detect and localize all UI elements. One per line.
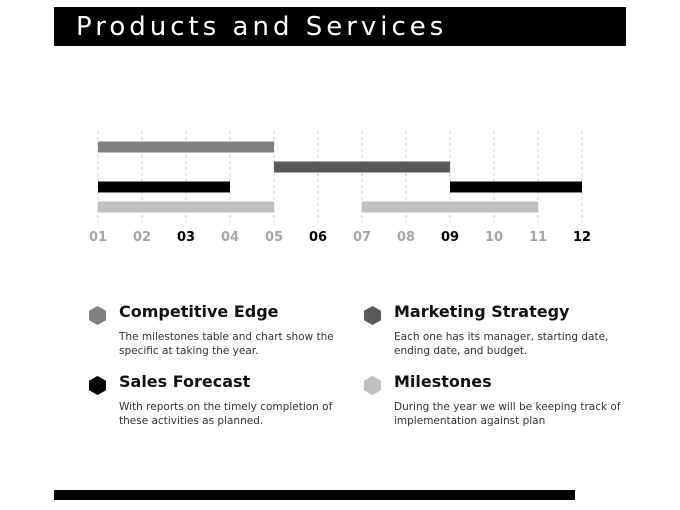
hexagon-icon: [364, 376, 381, 395]
hexagon-icon: [89, 376, 106, 395]
gantt-bar: [98, 141, 274, 153]
x-tick-label: 04: [221, 230, 239, 245]
legend-title: Marketing Strategy: [394, 302, 570, 321]
x-tick-label: 10: [485, 230, 503, 245]
hexagon-icon: [364, 306, 381, 325]
x-tick-label: 01: [89, 230, 107, 245]
gantt-bar: [98, 181, 230, 193]
x-tick-label: 03: [177, 230, 195, 245]
legend-title: Competitive Edge: [119, 302, 279, 321]
x-tick-label: 09: [441, 230, 459, 245]
x-tick-label: 12: [573, 230, 591, 245]
x-tick-label: 11: [529, 230, 547, 245]
hexagon-icon: [89, 306, 106, 325]
legend-title: Sales Forecast: [119, 372, 251, 391]
bottom-bar: [54, 490, 575, 500]
x-tick-label: 02: [133, 230, 151, 245]
legend-description: With reports on the timely completion of…: [119, 401, 333, 427]
gantt-bar: [450, 181, 582, 193]
legend-description: Each one has its manager, starting date,…: [394, 331, 609, 357]
legend-description: During the year we will be keeping track…: [394, 401, 621, 427]
title-bar: Products and Services: [54, 7, 626, 46]
page-title: Products and Services: [76, 12, 448, 42]
x-tick-label: 05: [265, 230, 283, 245]
gantt-bar: [98, 201, 274, 213]
x-tick-label: 07: [353, 230, 371, 245]
legend-description: The milestones table and chart show the …: [119, 331, 334, 357]
gantt-bar: [274, 161, 450, 173]
legend-title: Milestones: [394, 372, 492, 391]
gantt-bar: [362, 201, 538, 213]
x-tick-label: 06: [309, 230, 327, 245]
gantt-chart: 01 02 03 04 05 06 07 08 09 10 11 12: [89, 131, 591, 245]
x-tick-label: 08: [397, 230, 415, 245]
